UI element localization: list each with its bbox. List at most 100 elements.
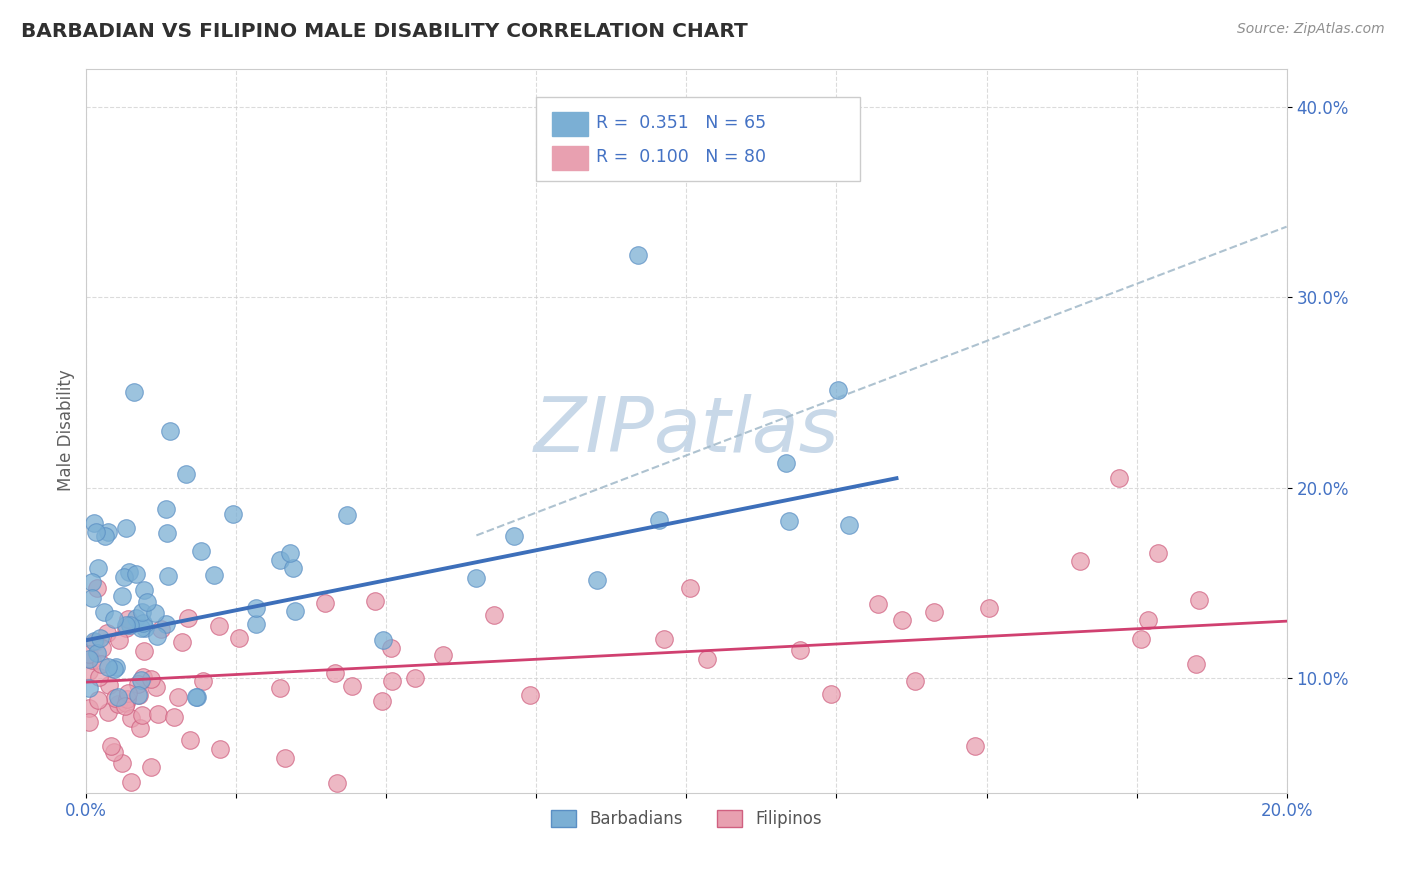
Point [245,600,267,615]
Point [107,690,129,705]
Point [155,502,177,516]
Point [155,617,177,632]
Point [924,605,946,619]
Point [86,581,108,595]
Point [83,633,105,648]
Point [163,710,186,724]
Point [82,591,104,605]
Point [979,601,1001,615]
Point [775,456,797,470]
Y-axis label: Male Disability: Male Disability [58,369,75,491]
Point [145,629,167,643]
Point [129,673,152,687]
Point [627,248,650,262]
Point [80,574,103,589]
Point [1069,554,1091,568]
Point [281,561,304,575]
Point [340,679,363,693]
Point [79,647,101,661]
Point [245,617,267,632]
Point [503,529,526,543]
Point [1130,632,1153,646]
Point [124,566,146,581]
Point [132,670,155,684]
Point [789,643,811,657]
Point [117,686,139,700]
Point [191,674,214,689]
Bar [553,146,588,169]
Point [84,524,107,539]
Point [904,673,927,688]
Text: BARBADIAN VS FILIPINO MALE DISABILITY CORRELATION CHART: BARBADIAN VS FILIPINO MALE DISABILITY CO… [21,22,748,41]
Point [132,582,155,597]
Point [131,707,153,722]
Point [202,568,225,582]
Point [184,690,207,705]
Point [97,524,120,539]
Point [586,574,609,588]
Point [149,622,172,636]
Point [115,521,138,535]
Point [79,714,101,729]
Point [86,561,108,575]
Point [127,688,149,702]
Text: R =  0.100   N = 80: R = 0.100 N = 80 [596,148,766,166]
Point [778,514,800,528]
Point [820,687,842,701]
Point [132,616,155,631]
Point [118,565,141,579]
Point [647,513,669,527]
Point [274,751,297,765]
Point [124,385,146,400]
Point [97,660,120,674]
Point [87,670,110,684]
Point [159,424,181,438]
Point [371,693,394,707]
Point [118,617,141,632]
Point [79,652,101,666]
Point [186,690,208,705]
Point [87,693,110,707]
Point [83,516,105,530]
Point [145,607,167,621]
Point [827,383,849,397]
Point [115,618,138,632]
Point [141,672,163,686]
Text: R =  0.351   N = 65: R = 0.351 N = 65 [596,114,766,132]
Point [145,681,167,695]
Point [128,688,150,702]
Point [114,621,136,635]
Point [1188,593,1211,607]
Point [222,507,245,521]
Point [115,696,138,710]
Point [166,690,188,704]
Point [484,607,506,622]
Point [82,653,104,667]
Point [131,605,153,619]
Point [107,698,129,712]
Point [103,745,125,759]
Point [117,612,139,626]
Point [284,604,307,618]
Legend: Barbadians, Filipinos: Barbadians, Filipinos [544,804,828,835]
Point [79,701,101,715]
Point [93,529,115,543]
FancyBboxPatch shape [537,97,860,181]
Point [111,589,134,603]
Point [172,635,194,649]
Point [1185,657,1208,672]
Point [112,570,135,584]
Point [97,705,120,719]
Point [363,594,385,608]
Point [86,646,108,660]
Point [314,596,336,610]
Point [404,671,426,685]
Point [190,544,212,558]
Point [120,775,142,789]
Point [1108,471,1130,485]
Point [103,612,125,626]
Point [278,546,301,560]
Point [696,652,718,666]
Point [114,698,136,713]
Point [100,739,122,753]
